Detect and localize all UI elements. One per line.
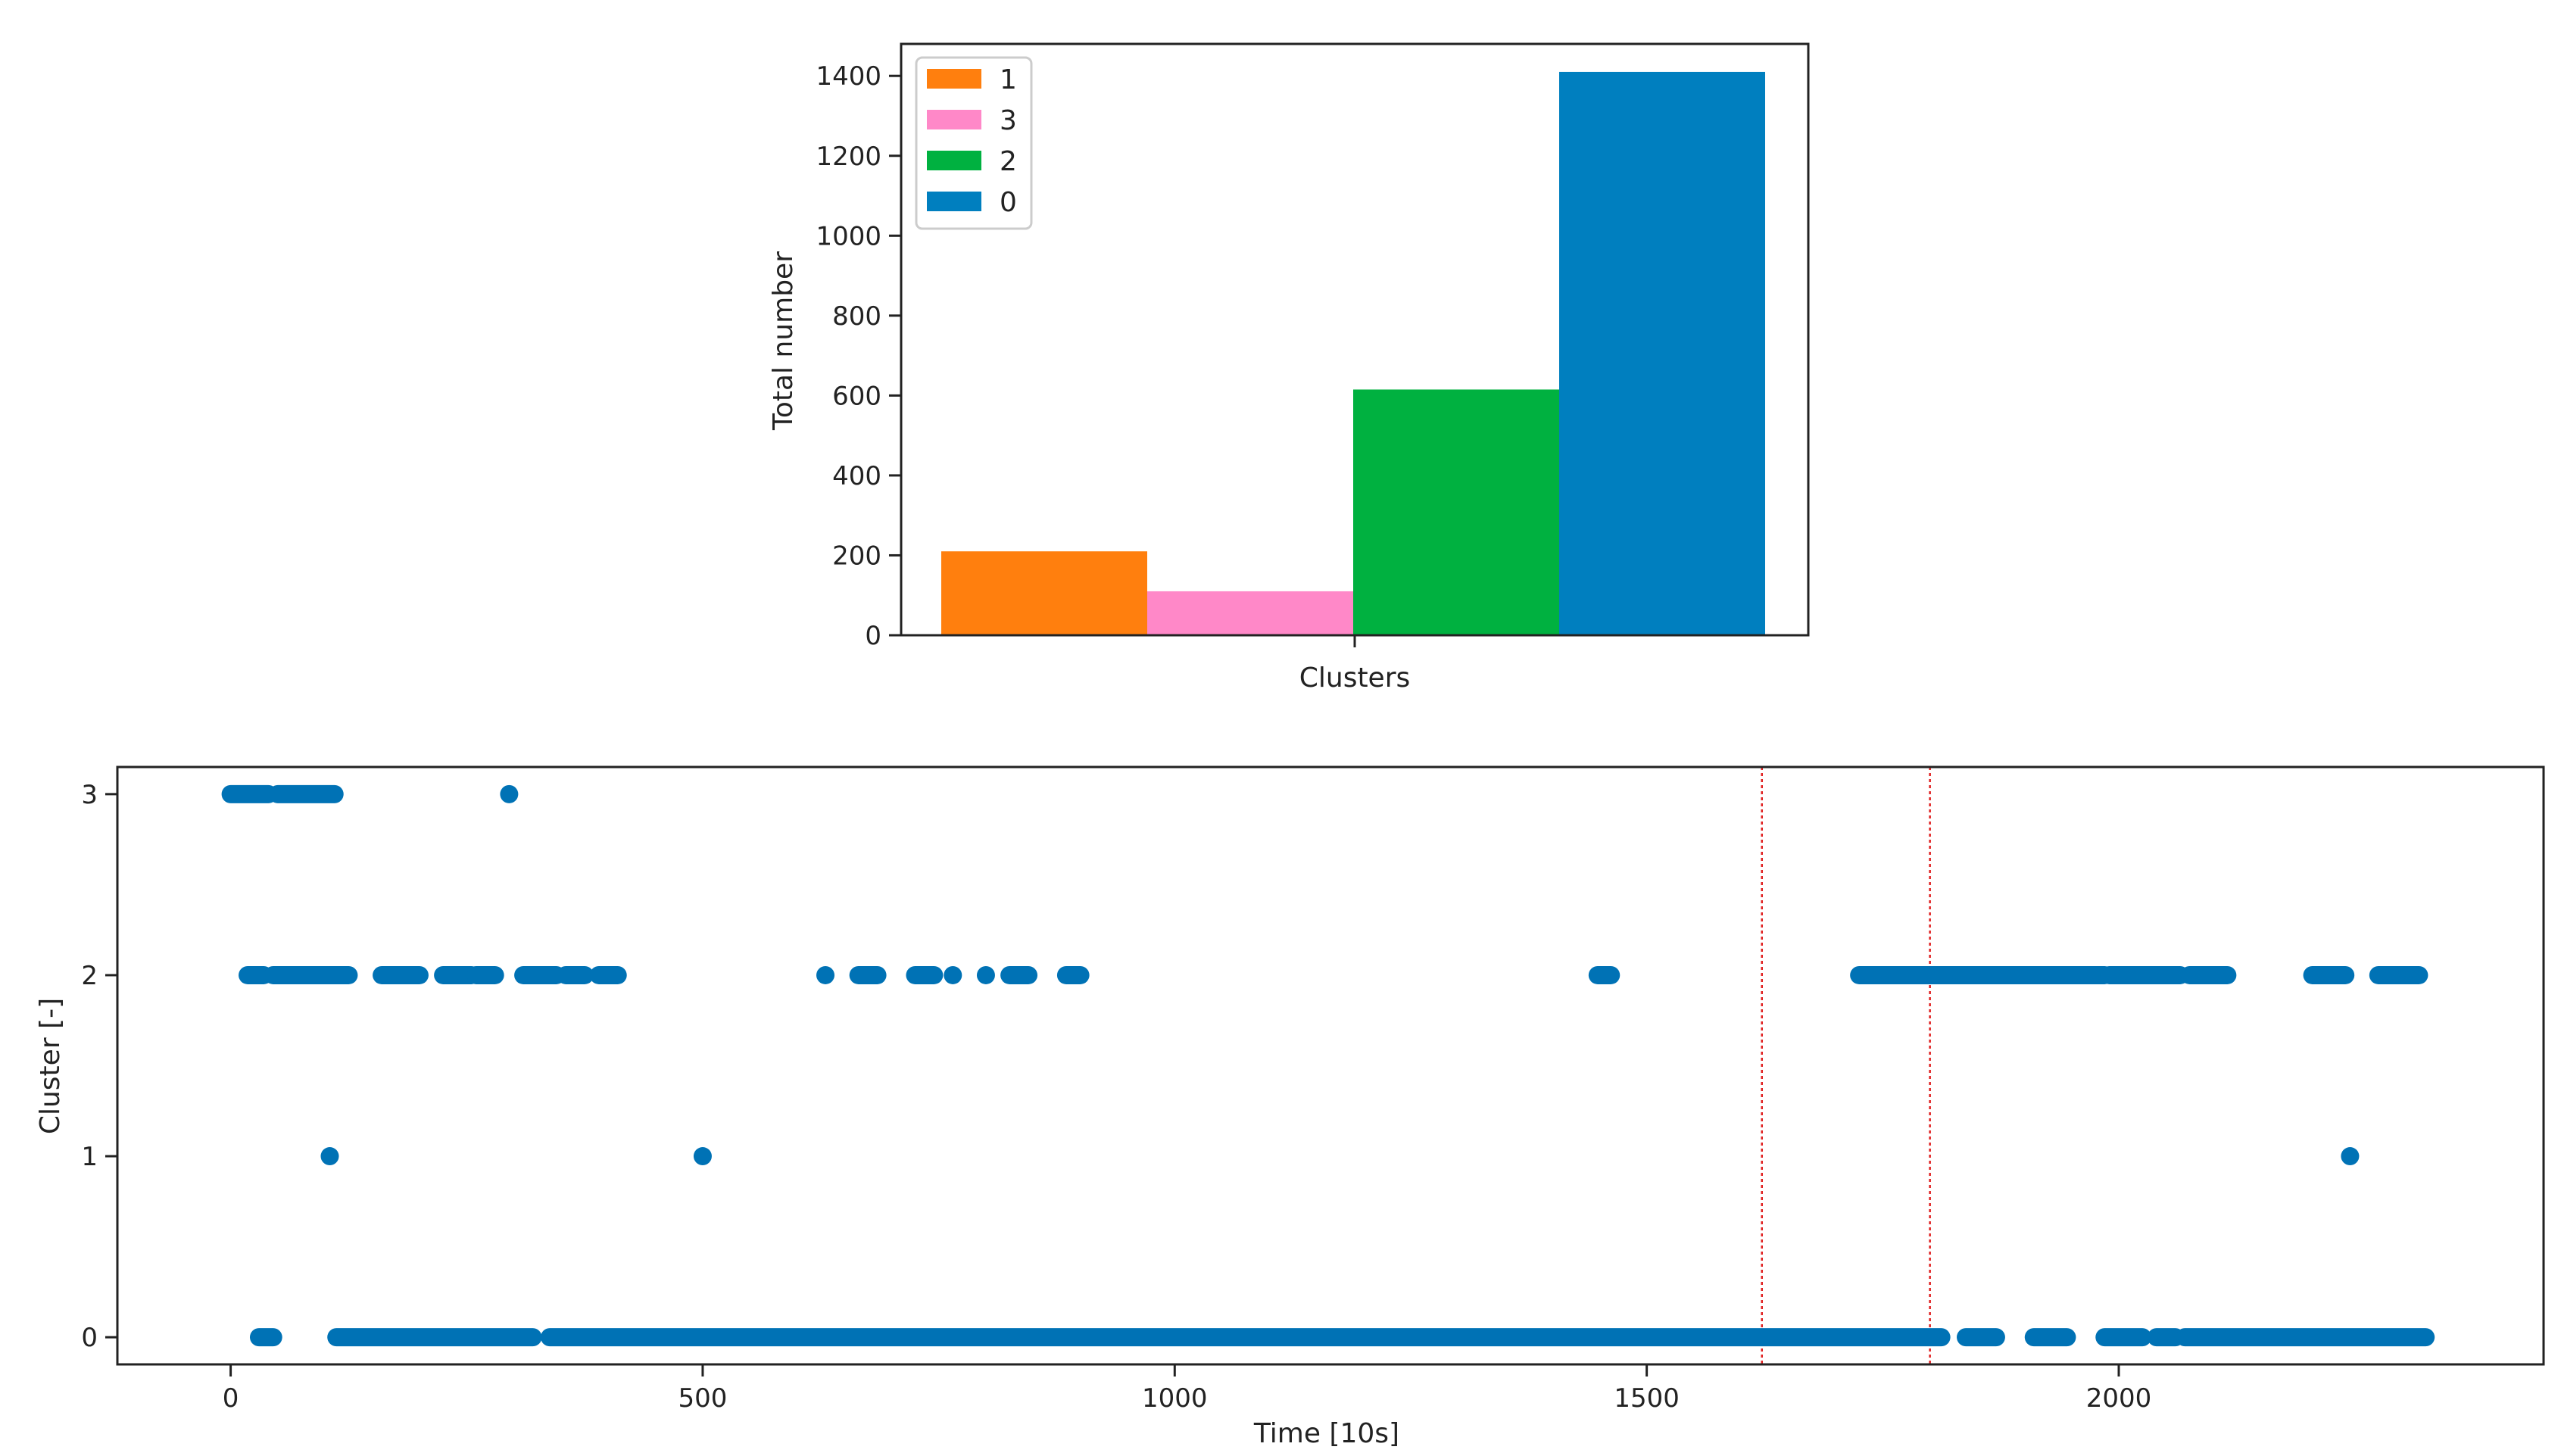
bar-cluster-0: [1559, 71, 1765, 635]
bar-y-tick-label: 400: [832, 461, 881, 491]
bar-x-axis-label: Clusters: [1299, 663, 1411, 694]
scatter-y-axis-label: Cluster [-]: [35, 998, 66, 1134]
bar-y-tick-label: 600: [832, 381, 881, 411]
legend-frame: [915, 56, 1033, 230]
bar-bars: [941, 71, 1765, 635]
scatter-x-tick-label: 1500: [1614, 1383, 1680, 1414]
scatter-y-tick-label: 0: [81, 1323, 98, 1353]
legend-label-1: 1: [1000, 64, 1017, 95]
legend-label-0: 0: [1000, 187, 1017, 218]
scatter-point: [816, 965, 835, 984]
bar-y-tick-label: 200: [832, 541, 881, 571]
legend-label-2: 2: [1000, 146, 1017, 177]
scatter-points: [320, 784, 2360, 1166]
bar-y-axis-label: Total number: [768, 251, 799, 431]
scatter-x-axis-label: Time [10s]: [1253, 1418, 1399, 1449]
legend-swatch-3: [927, 110, 981, 129]
scatter-point: [976, 965, 995, 984]
legend-swatch-1: [927, 69, 981, 89]
bar-legend: 1 3 2 0: [915, 56, 1033, 230]
scatter-runs: [221, 784, 2435, 1347]
scatter-point: [693, 1147, 712, 1166]
scatter-ticks: 0 500 1000 1500 2000 0 1 2 3: [81, 780, 2151, 1414]
bar-y-tick-label: 800: [832, 301, 881, 332]
scatter-axes-frame: [116, 765, 2545, 1366]
bar-chart: 0 200 400 600 800 1000 1200 1400 Clusters Total…: [768, 42, 1810, 694]
bar-y-ticks: 0 200 400 600 800 1000 1200 1400: [816, 61, 901, 651]
scatter-point: [2341, 1147, 2360, 1166]
bar-y-tick-label: 1000: [816, 221, 881, 251]
scatter-x-tick-label: 0: [223, 1383, 239, 1414]
scatter-chart: 0 500 1000 1500 2000 0 1 2 3 Time [10s] Cluster …: [35, 765, 2545, 1449]
scatter-point: [500, 784, 519, 803]
legend-swatch-2: [927, 151, 981, 170]
scatter-x-tick-label: 2000: [2086, 1383, 2152, 1414]
legend-label-3: 3: [1000, 105, 1017, 136]
bar-cluster-3: [1147, 591, 1353, 635]
bar-y-tick-label: 1200: [816, 142, 881, 172]
bar-cluster-1: [941, 551, 1147, 635]
scatter-x-tick-label: 1000: [1142, 1383, 1208, 1414]
bar-cluster-2: [1353, 389, 1559, 635]
scatter-y-tick-label: 2: [81, 961, 98, 991]
scatter-x-tick-label: 500: [678, 1383, 727, 1414]
bar-y-tick-label: 1400: [816, 61, 881, 92]
scatter-y-tick-label: 1: [81, 1142, 98, 1172]
scatter-point: [944, 965, 962, 984]
scatter-point: [320, 1147, 339, 1166]
scatter-vlines: [1761, 767, 1931, 1364]
legend-swatch-0: [927, 192, 981, 211]
scatter-y-tick-label: 3: [81, 780, 98, 810]
bar-y-tick-label: 0: [865, 621, 881, 651]
